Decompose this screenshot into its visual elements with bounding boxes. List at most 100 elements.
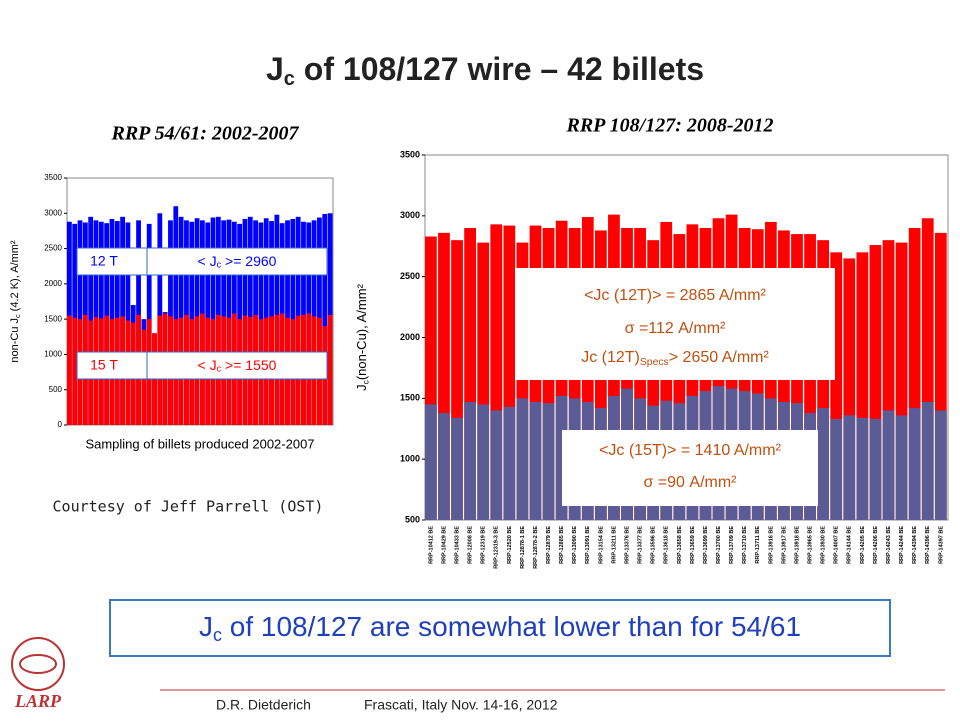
conclusion-text: J — [199, 611, 213, 642]
text-sub: c — [14, 314, 22, 318]
bar — [895, 242, 908, 520]
y-tick-label: 3000 — [400, 210, 420, 220]
y-tick-label: 2000 — [400, 332, 420, 342]
bar — [490, 224, 503, 520]
x-tick-label: RRP-13918 BE — [794, 526, 800, 564]
x-tick-label: RRP-13917 BE — [781, 526, 787, 564]
logo-ring — [11, 637, 65, 691]
x-tick-label: RRP-14205 BE — [860, 526, 866, 564]
bar — [843, 415, 856, 520]
bar — [934, 232, 947, 520]
bar — [477, 404, 490, 520]
conclusion: Jc of 108/127 are somewhat lower than fo… — [199, 611, 801, 644]
bar — [438, 412, 450, 520]
bar — [856, 417, 869, 520]
x-tick-label: RRP-13699 BE — [703, 526, 709, 564]
x-tick-label: RRP-13709 BE — [729, 526, 735, 564]
bar — [425, 236, 437, 520]
text-part: < J — [198, 253, 217, 269]
x-tick-label: RRP-13710 BE — [742, 526, 748, 564]
title-text: of 108/127 wire – 42 billets — [295, 51, 704, 87]
x-tick-label: RRP-13700 BE — [716, 526, 722, 564]
rich-text: < Jc >= 1550 — [198, 357, 277, 374]
bar — [464, 401, 476, 520]
bar — [464, 228, 476, 520]
rich-text: < Jc >= 2960 — [198, 253, 277, 270]
conclusion-sub: c — [213, 625, 222, 645]
bar — [477, 242, 490, 520]
bar — [908, 228, 921, 520]
conclusion-box — [109, 599, 891, 657]
x-tick-label: RRP-13965 BE — [808, 526, 814, 564]
x-tick-label: RRP-13916 BE — [768, 526, 774, 564]
bar — [451, 240, 463, 520]
x-tick-label: RRP-14244 BE — [899, 526, 905, 564]
x-tick-label: RRP-13376 BE — [624, 526, 630, 564]
rich-text: Jc (12T)Specs> 2650 A/mm² — [581, 349, 769, 368]
text-part: < J — [198, 357, 217, 373]
x-tick-label: RRP-13618 BE — [664, 526, 670, 564]
y-tick-label: 3500 — [400, 149, 420, 159]
y-tick-label: 1000 — [400, 454, 420, 464]
y-tick-label: 0 — [58, 420, 63, 429]
bar — [856, 252, 869, 521]
x-tick-label: RRP-13659 BE — [690, 526, 696, 564]
bar — [921, 218, 934, 520]
title-text: J — [266, 51, 284, 87]
x-tick-label: RRP-14206 BE — [873, 526, 879, 564]
bar — [647, 240, 660, 520]
courtesy: Courtesy of Jeff Parrell (OST) — [53, 498, 324, 516]
text-part: >= 2960 — [221, 253, 276, 269]
slide-title: Jc of 108/127 wire – 42 billets — [266, 51, 704, 90]
rich-text: <Jc (15T)> = 1410 A/mm² — [599, 442, 782, 459]
x-tick-label: RRP-10412 BE — [428, 526, 434, 564]
x-tick-label: RRP-14243 BE — [886, 526, 892, 564]
x-axis-label: Sampling of billets produced 2002-2007 — [85, 436, 314, 451]
x-tick-label: RRP-12008 BE — [468, 526, 474, 564]
x-tick-label: RRP-13377 BE — [638, 526, 644, 564]
logo-ring — [19, 654, 57, 674]
bar — [934, 410, 947, 520]
y-tick-label: 2000 — [44, 279, 62, 288]
x-tick-label: RRP-14394 BE — [912, 526, 918, 564]
rich-text: <Jc (12T)> = 2865 A/mm² — [584, 287, 767, 304]
y-tick-label: 2500 — [44, 244, 62, 253]
text-part: non-Cu J — [9, 318, 21, 363]
bar — [490, 410, 503, 520]
bar — [882, 410, 895, 520]
logo-text: LARP — [14, 691, 62, 711]
bar — [908, 408, 921, 520]
rich-text: Jc(non-Cu), A/mm² — [354, 283, 370, 390]
y-tick-label: 3000 — [44, 208, 62, 217]
bar — [516, 242, 529, 520]
x-tick-label: RRP-10429 BE — [441, 526, 447, 564]
y-tick-label: 3500 — [44, 173, 62, 182]
y-tick-label: 1500 — [400, 393, 420, 403]
x-tick-label: RRP-13930 BE — [821, 526, 827, 564]
annotation-box — [562, 430, 818, 506]
right-heading: RRP 108/127: 2008-2012 — [565, 115, 773, 137]
bar — [817, 408, 830, 520]
text-part: <Jc (15T)> = 1410 A/mm² — [599, 442, 782, 459]
bar — [830, 252, 843, 521]
text-sub: c — [217, 260, 222, 270]
text-part: J — [354, 384, 369, 391]
bar — [451, 417, 463, 520]
x-tick-label: RRP-12319 BE — [481, 526, 487, 564]
x-tick-label: RRP-13154 BE — [598, 526, 604, 564]
text-part: <Jc (12T)> = 2865 A/mm² — [584, 287, 767, 304]
x-tick-label: RRP-13711 BE — [755, 526, 761, 564]
bar — [503, 225, 516, 521]
y-tick-label: 500 — [49, 385, 63, 394]
x-tick-label: RRP-12885 BE — [559, 526, 565, 564]
y-tick-label: 1500 — [44, 314, 62, 323]
x-tick-label: RRP-14396 BE — [925, 526, 931, 564]
mean-box — [146, 247, 328, 276]
series-name: 15 T — [90, 357, 118, 373]
text-part: (non-Cu), A/mm² — [354, 283, 369, 380]
text-part: > 2650 A/mm² — [669, 349, 770, 366]
rich-text: non-Cu Jc (4.2 K), A/mm² — [9, 240, 22, 363]
x-tick-label: RRP-13211 BE — [611, 526, 617, 564]
text-sub: Specs — [640, 357, 669, 368]
